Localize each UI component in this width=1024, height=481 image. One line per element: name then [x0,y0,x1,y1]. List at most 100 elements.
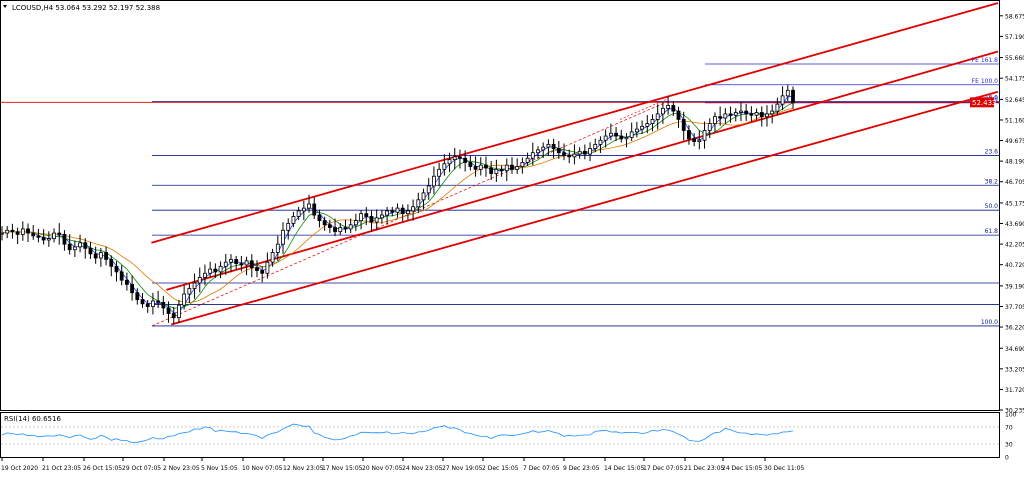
candle-body [546,143,551,148]
candle-body [463,157,468,163]
candle-body [504,164,509,172]
candle-body [62,234,67,245]
y-tick-label: 36.220 [1005,325,1024,332]
candle-body [36,235,41,238]
rsi-axis-label: 70 [1005,424,1013,431]
candle-body [567,155,572,158]
candle-body [780,95,785,105]
candle-body [343,227,348,230]
candle-body [281,229,285,245]
candle-body [161,301,166,309]
y-tick-label: 49.675 [1005,138,1024,145]
dropdown-triangle-icon[interactable] [3,5,7,8]
candle-body [104,252,108,260]
candle-body [400,207,405,215]
candle-body [109,259,114,267]
candle-body [759,112,764,118]
candle-body [5,229,10,234]
candle-body [119,271,124,281]
fibo-level-label: 50.0 [985,203,999,210]
candle-body [442,163,447,170]
candle-body [307,203,311,209]
fe-level-label: FE 161.8 [972,57,999,64]
candle-body [614,132,618,137]
candle-body [640,125,644,130]
candle-body [447,159,452,165]
x-tick-label: 24 Dec 15:05 [722,465,763,472]
candle-body [775,103,780,112]
candle-body [135,292,140,301]
fibo-trend-line [151,101,669,327]
rsi-line [1,423,794,444]
candle-body [218,265,223,273]
candle-body [390,210,395,213]
candle-body [156,300,161,303]
candle-body [452,156,457,161]
candle-body [353,220,358,226]
candle-body [348,224,353,230]
candle-body [322,220,327,226]
candle-body [582,150,587,155]
x-tick-label: 10 Nov 07:05 [242,465,283,472]
candle-body [619,135,624,140]
candle-body [765,113,769,118]
candle-body [229,259,233,263]
candle-body [494,168,499,174]
candle-body [473,166,478,170]
candle-body [556,148,561,154]
x-tick-label: 17 Nov 15:05 [322,465,363,472]
candle-body [661,107,665,115]
candle-body [692,138,697,143]
rsi-axis-label: 0 [1005,455,1009,462]
candle-body [327,224,332,228]
candle-body [520,161,525,167]
candle-body [379,214,384,219]
candle-body [130,283,134,294]
candle-body [15,231,20,235]
candle-body [260,270,265,274]
candle-body [52,232,56,240]
candle-body [541,146,546,151]
candle-body [634,128,639,133]
candle-body [26,228,30,234]
y-tick-label: 57.190 [1005,34,1024,41]
candle-body [177,304,181,319]
candle-body [687,130,691,140]
candle-body [603,135,608,141]
candle-body [171,313,176,319]
y-tick-label: 30.235 [1005,408,1024,415]
candle-body [359,213,363,222]
candle-body [385,210,389,216]
candle-body [265,261,270,274]
candle-body [57,232,62,235]
candle-body [484,164,488,169]
y-tick-label: 54.175 [1005,76,1024,83]
x-tick-label: 21 Dec 23:05 [684,465,725,472]
x-tick-label: 29 Oct 07:05 [122,465,161,472]
candle-body [791,89,795,104]
y-tick-label: 52.645 [1005,97,1024,104]
x-tick-label: 17 Dec 07:05 [643,465,684,472]
candle-body [239,263,244,266]
ma-slow-line [1,107,794,304]
candle-body [489,167,494,174]
candle-body [93,253,98,259]
candle-body [78,242,82,248]
candle-body [291,216,296,224]
candle-body [213,268,218,273]
candle-body [192,282,197,289]
candle-body [140,299,145,305]
candle-body [421,192,426,201]
candle-body [458,156,462,159]
channel-line-middle [166,50,999,291]
x-tick-label: 7 Dec 07:05 [523,465,560,472]
x-tick-label: 2 Nov 23:05 [163,465,200,472]
candle-body [41,236,46,241]
y-tick-label: 51.160 [1005,117,1024,124]
candle-body [650,119,655,124]
x-tick-label: 14 Dec 15:05 [604,465,645,472]
y-tick-label: 39.190 [1005,283,1024,290]
candle-body [510,164,514,170]
candle-body [562,152,566,156]
